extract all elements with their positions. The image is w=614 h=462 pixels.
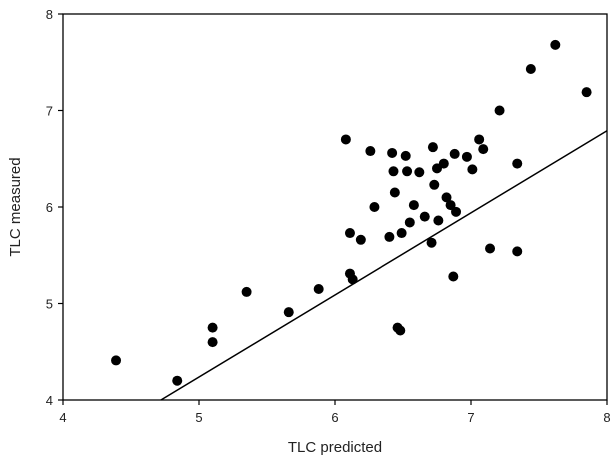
data-point [207,337,218,348]
data-point [445,200,456,211]
data-point [438,158,449,169]
data-point [344,228,355,239]
data-point [389,187,400,198]
data-point [429,179,440,190]
x-tick-label: 5 [195,410,202,425]
data-point [207,322,218,333]
data-point [449,148,460,159]
data-point [402,166,413,177]
data-point [467,164,478,175]
data-point [347,274,358,285]
data-point [427,142,438,153]
data-point [241,286,252,297]
data-point [111,355,122,366]
data-point [494,105,505,116]
data-point [433,215,444,226]
data-point [474,134,485,145]
data-points [111,39,592,386]
data-point [384,231,395,242]
y-tick-label: 7 [46,104,53,119]
y-tick-label: 8 [46,7,53,22]
data-point [340,134,351,145]
x-axis-label: TLC predicted [288,439,382,456]
reference-line [160,130,608,401]
data-point [478,144,489,155]
data-point [461,151,472,162]
data-point [283,307,294,318]
plot-frame [62,13,608,401]
x-tick-label: 4 [59,410,66,425]
data-point [512,158,523,169]
reference-line-group [160,130,608,401]
data-point [355,234,366,245]
x-tick-label: 8 [603,410,610,425]
data-point [525,64,536,75]
data-point [451,206,462,217]
data-point [369,202,380,212]
data-point [395,325,406,336]
data-point [365,146,376,157]
x-tick-label: 6 [331,410,338,425]
data-point [426,237,437,248]
data-point [448,271,459,282]
data-point [404,217,415,228]
data-point [172,375,183,386]
data-point [387,147,398,158]
data-point [400,150,411,161]
y-tick-label: 5 [46,297,53,312]
axis-ticks: 4 5 6 7 8 4 5 6 7 8 [46,7,611,425]
data-point [408,200,419,211]
data-point [512,246,523,257]
y-tick-label: 4 [46,393,53,408]
y-axis-label: TLC measured [7,157,24,256]
data-point [396,228,407,239]
x-tick-label: 7 [467,410,474,425]
data-point [388,166,399,177]
data-point [419,211,430,222]
data-point [441,192,452,203]
y-tick-label: 6 [46,200,53,215]
data-point [550,39,561,50]
data-point [414,167,425,178]
data-point [581,87,592,98]
data-point [485,243,496,254]
data-point [313,284,324,295]
